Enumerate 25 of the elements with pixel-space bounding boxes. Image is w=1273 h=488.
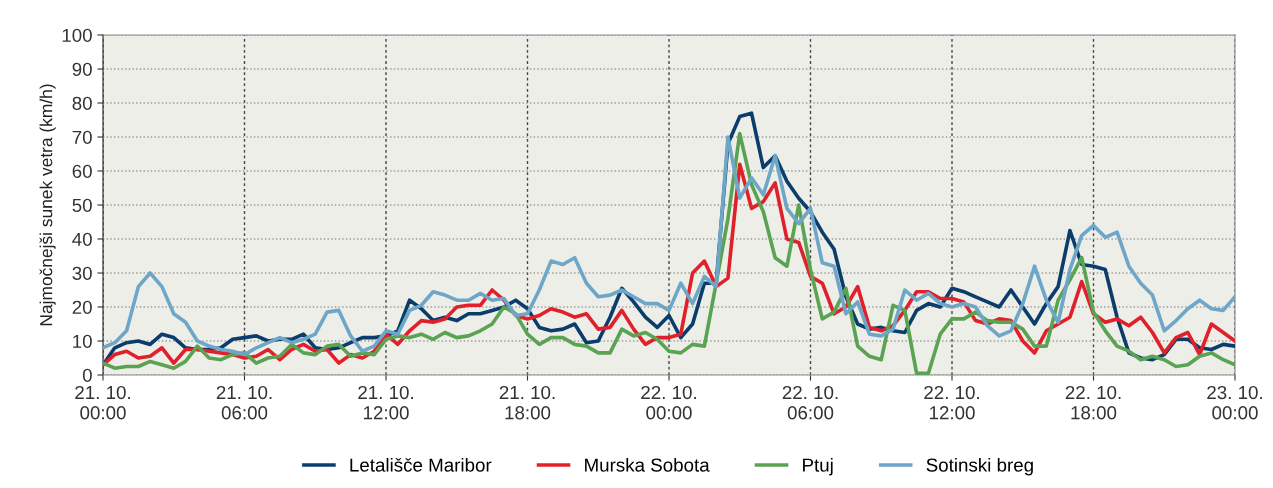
legend-label: Murska Sobota — [585, 457, 710, 472]
y-tick-label: 10 — [73, 334, 92, 348]
y-axis-title: Najmočnejši sunek vetra (km/h) — [39, 84, 56, 326]
legend-label: Sotinski breg — [926, 457, 1033, 476]
y-tick-label: 20 — [72, 300, 92, 314]
y-tick-label: 80 — [72, 96, 92, 110]
legend-label: Letališče Maribor — [350, 457, 492, 472]
x-tick-label: 23. 10. 00:00 — [1207, 385, 1262, 420]
legend-label: Ptuj — [803, 457, 833, 476]
x-tick-label: 22. 10. 06:00 — [782, 385, 838, 420]
y-tick-label: 90 — [72, 62, 92, 76]
x-tick-label: 21. 10. 00:00 — [75, 385, 130, 420]
y-tick-label: 40 — [72, 232, 92, 246]
y-tick-label: 0 — [82, 368, 92, 382]
y-tick-label: 100 — [62, 28, 92, 42]
x-tick-label: 22. 10. 18:00 — [1065, 385, 1121, 420]
y-tick-label: 70 — [72, 130, 92, 144]
y-tick-label: 50 — [72, 198, 92, 212]
y-tick-label: 60 — [72, 164, 92, 178]
x-tick-label: 21. 10. 12:00 — [358, 385, 413, 420]
x-tick-label: 21. 10. 18:00 — [499, 385, 555, 420]
y-tick-label: 30 — [72, 266, 92, 280]
x-tick-label: 21. 10. 06:00 — [216, 385, 272, 420]
x-tick-label: 22. 10. 12:00 — [924, 385, 979, 420]
x-tick-label: 22. 10. 00:00 — [641, 385, 696, 420]
